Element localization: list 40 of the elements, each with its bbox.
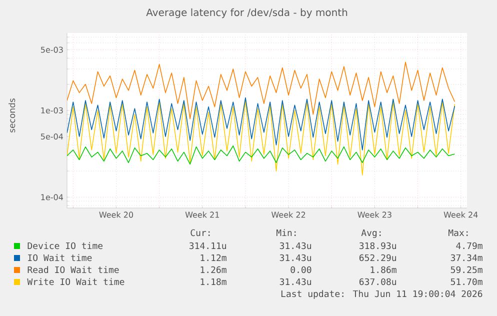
x-tick-label: Week 24 [444, 212, 478, 218]
text: Min: [276, 229, 296, 236]
legend-label: Read IO Wait time [28, 266, 119, 274]
text: 37.34m [450, 254, 482, 262]
legend-label: Device IO time [28, 242, 103, 250]
y-tick-label: 5e-04 [41, 133, 64, 140]
line-series [67, 100, 456, 176]
chart-title: Average latency for /dev/sda - by month [146, 8, 348, 18]
text: Cur: [190, 229, 210, 236]
text: 31.43u [280, 278, 312, 286]
legend-label: IO Wait time [28, 254, 92, 262]
y-axis-title: seconds [8, 98, 16, 132]
text: Avg: [361, 229, 381, 238]
text: 51.70m [450, 278, 482, 286]
text: 4.79m [456, 242, 482, 250]
text: 1.86m [370, 266, 396, 274]
x-tick-label: Week 22 [271, 212, 306, 218]
text: 1.12m [200, 254, 226, 261]
y-tick-label: 1e-03 [41, 107, 63, 114]
x-tick-label: Week 21 [185, 212, 219, 218]
legend-label: Write IO Wait time [27, 278, 124, 286]
line-series [67, 62, 456, 120]
text: 318.93u [359, 242, 396, 250]
text: 1.26m [200, 266, 226, 274]
text: 652.29u [359, 254, 396, 262]
text: 0.00 [290, 266, 312, 274]
text: 1.18m [200, 278, 226, 286]
text: Max: [448, 229, 468, 236]
y-tick-label: 1e-04 [41, 194, 64, 200]
text: 31.43u [280, 242, 312, 250]
text: 637.08u [359, 278, 396, 286]
x-tick-label: Week 23 [358, 212, 392, 218]
x-tick-label: Week 20 [99, 212, 134, 218]
text: 314.11u [189, 242, 226, 250]
text: Last update: Thu Jun 11 19:00:04 2026 [281, 290, 482, 299]
text: 31.43u [280, 254, 312, 262]
y-tick-label: 5e-03 [41, 46, 63, 53]
line-series [67, 97, 456, 150]
line-series [67, 145, 456, 165]
text: 59.25m [450, 266, 482, 274]
